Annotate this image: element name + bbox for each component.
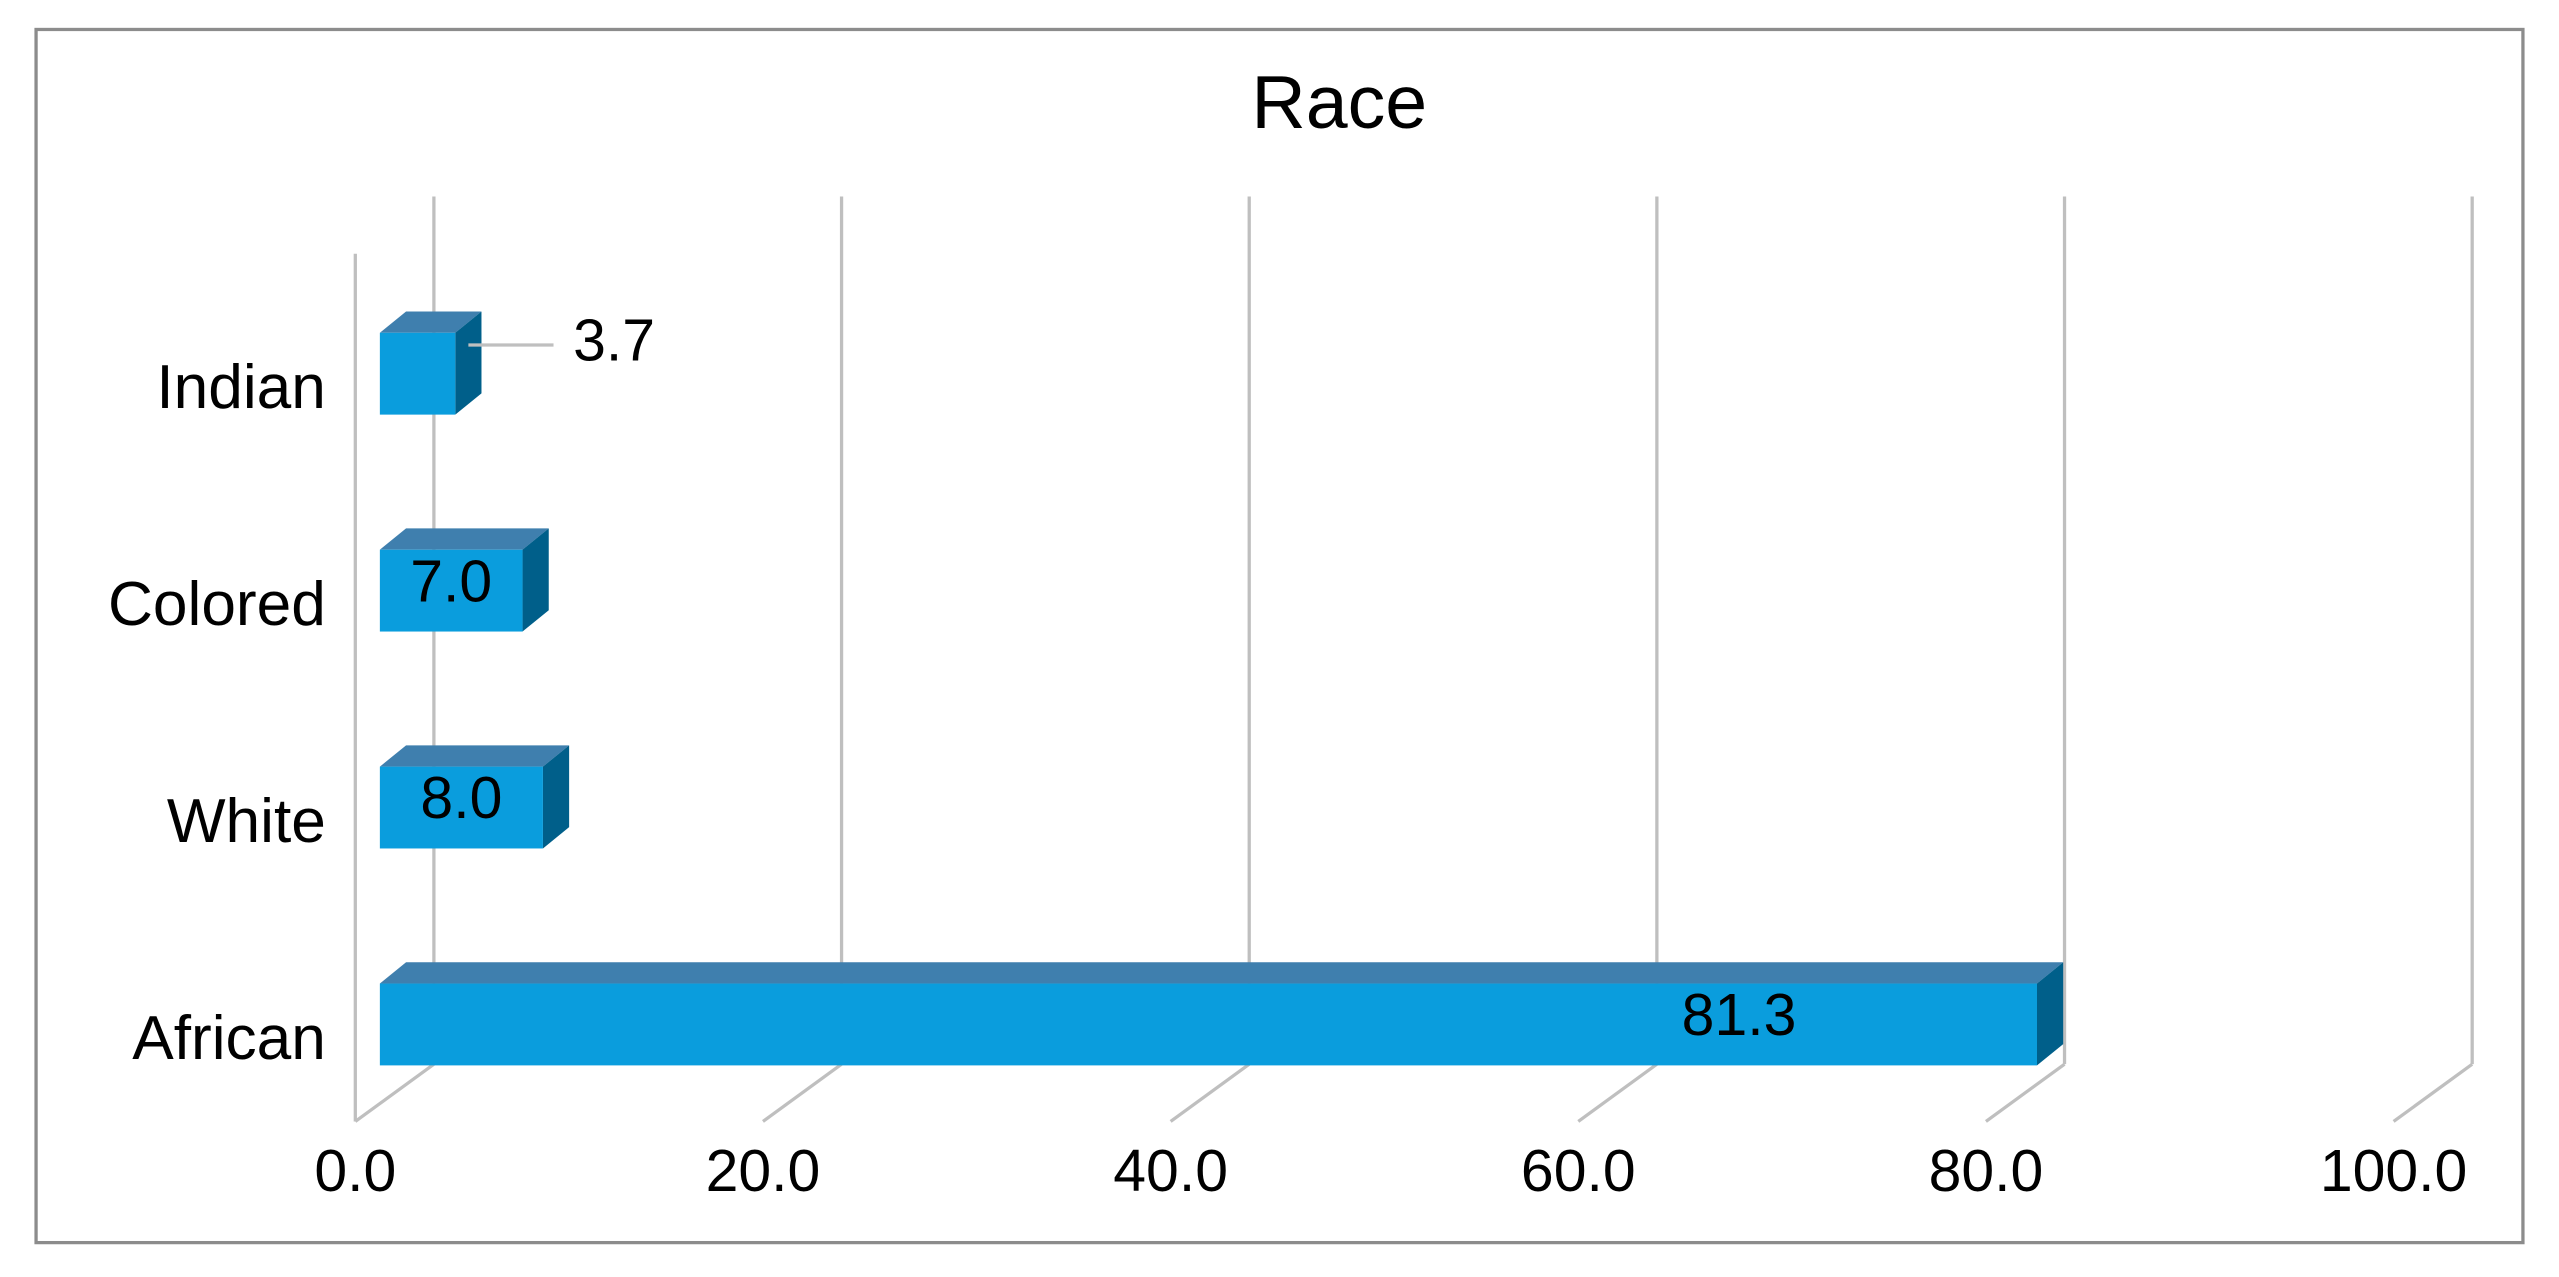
x-tick-label: 20.0 bbox=[706, 1139, 821, 1204]
floor-line bbox=[762, 1062, 843, 1123]
bar-top bbox=[379, 528, 549, 550]
y-tick-label: Colored bbox=[108, 570, 326, 639]
x-tick-label: 60.0 bbox=[1521, 1139, 1636, 1204]
y-tick-label: Indian bbox=[156, 353, 325, 422]
floor-line bbox=[1984, 1062, 2066, 1123]
bar-top bbox=[379, 962, 2064, 984]
x-tick-label: 100.0 bbox=[2320, 1139, 2467, 1204]
x-tick-label: 80.0 bbox=[1929, 1139, 2044, 1204]
data-label: 81.3 bbox=[1682, 983, 1797, 1048]
bar bbox=[379, 983, 2037, 1066]
bar-side bbox=[522, 528, 549, 632]
x-tick-label: 40.0 bbox=[1113, 1139, 1228, 1204]
y-tick-label: African bbox=[132, 1004, 326, 1073]
floor-line bbox=[1169, 1062, 1251, 1123]
bar-side bbox=[455, 311, 482, 415]
x-tick-label: 0.0 bbox=[314, 1139, 396, 1204]
bar bbox=[379, 766, 543, 849]
floor-line bbox=[2392, 1062, 2474, 1123]
data-label: 8.0 bbox=[420, 766, 502, 831]
bar-side bbox=[542, 745, 570, 849]
floor-line bbox=[354, 1062, 435, 1123]
bar bbox=[379, 332, 456, 415]
floor-line bbox=[1577, 1062, 1658, 1123]
bar-side bbox=[2036, 962, 2064, 1066]
data-label: 3.7 bbox=[573, 309, 655, 374]
bar bbox=[379, 549, 523, 632]
bar-top bbox=[379, 745, 570, 767]
y-tick-label: White bbox=[167, 787, 326, 856]
bar-top bbox=[379, 311, 482, 333]
data-label: 7.0 bbox=[410, 549, 492, 614]
chart-title: Race bbox=[1251, 60, 1427, 144]
